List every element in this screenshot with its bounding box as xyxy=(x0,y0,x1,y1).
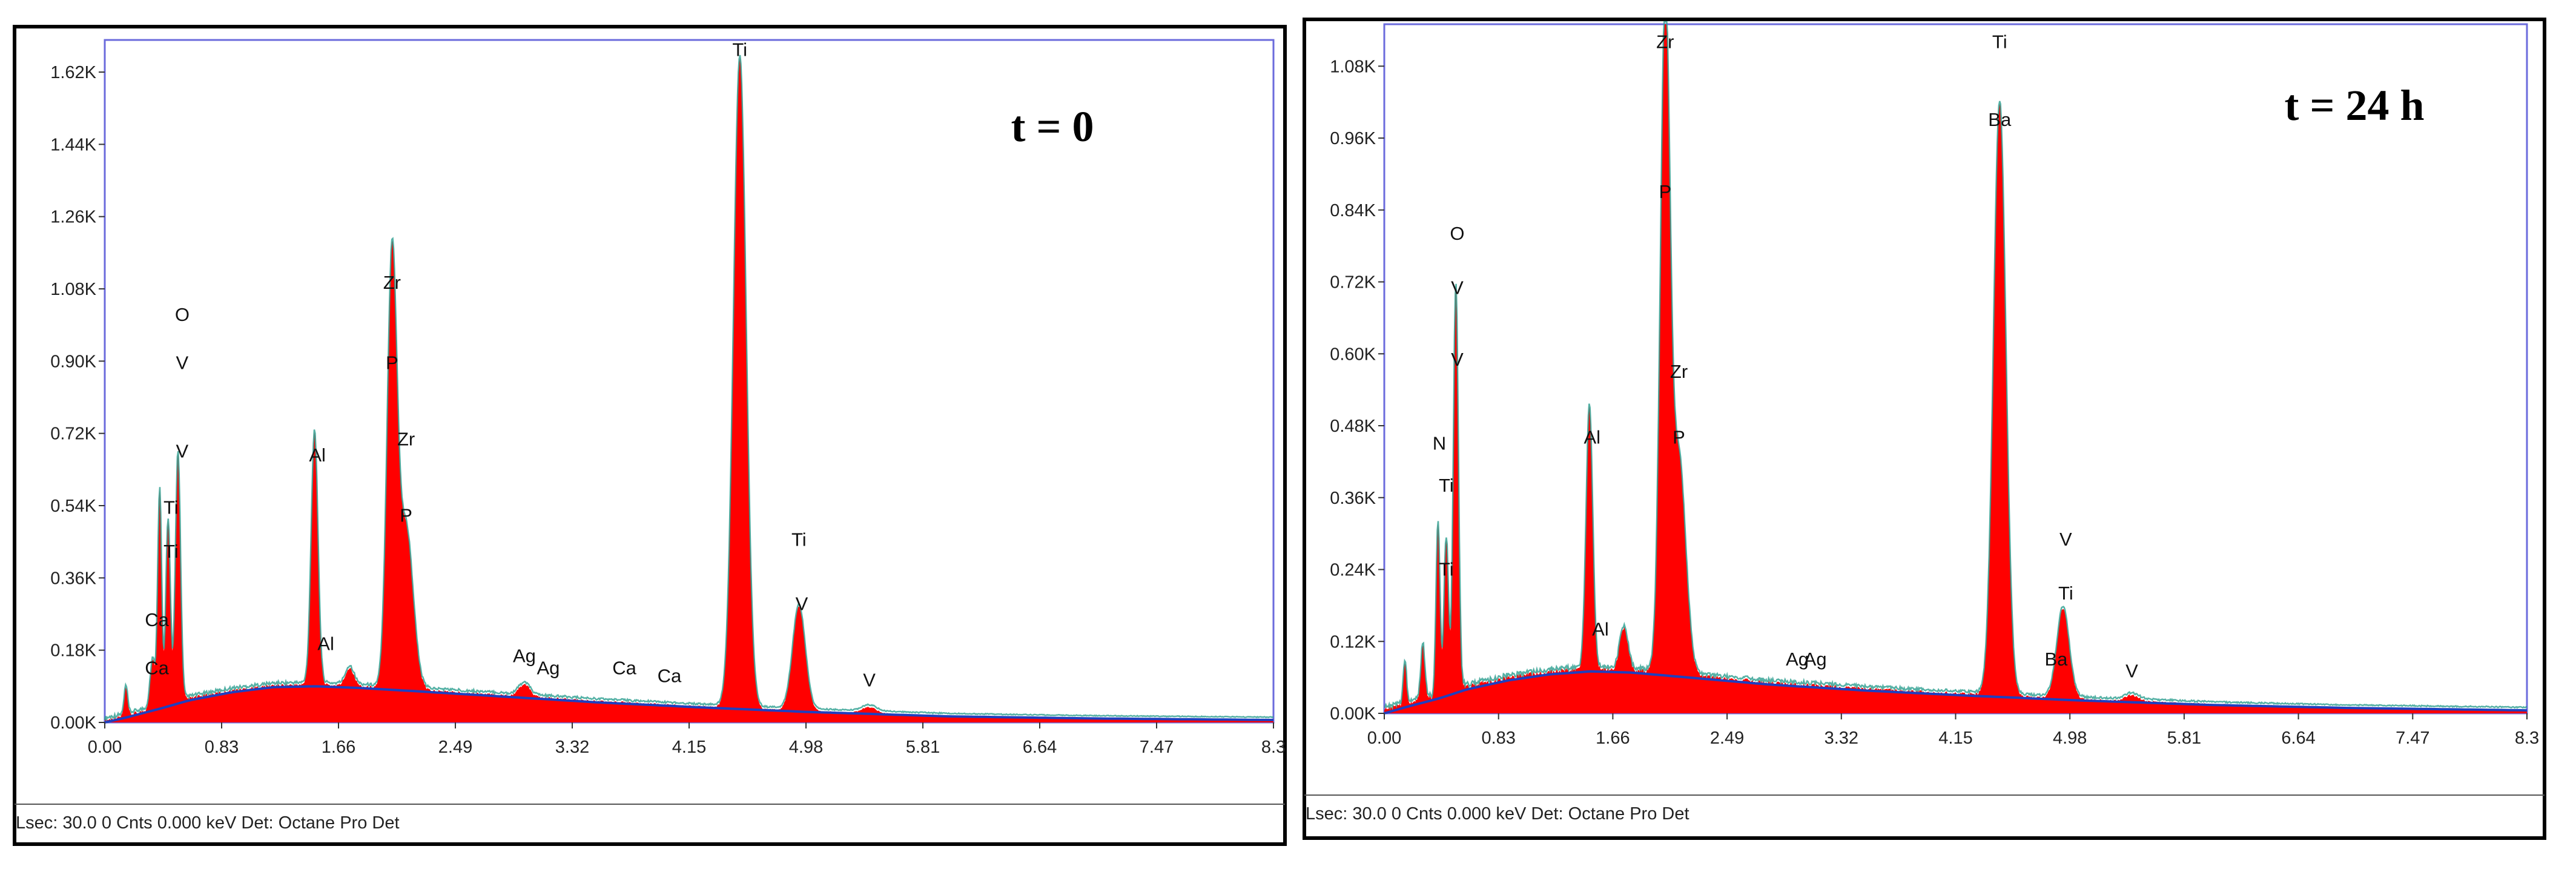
x-tick-label-t0-9: 7.47 xyxy=(1140,738,1174,757)
y-tick-label-t24h-7: 0.84K xyxy=(1330,201,1376,220)
peak-label-t24h-16: V xyxy=(2059,529,2072,550)
x-tick-label-t0-5: 4.15 xyxy=(672,738,706,757)
peak-label-t24h-19: V xyxy=(2125,661,2138,682)
x-tick-label-t24h-10: 8.3 xyxy=(2515,728,2539,748)
peak-label-t24h-9: P xyxy=(1659,181,1671,202)
y-tick-label-t0-6: 1.08K xyxy=(50,280,96,299)
spectrum-envelope-t24h xyxy=(1384,21,2528,711)
y-tick-label-t24h-0: 0.00K xyxy=(1330,704,1376,724)
y-tick-label-t24h-6: 0.72K xyxy=(1330,273,1376,292)
x-tick-label-t0-6: 4.98 xyxy=(789,738,823,757)
background-line-t0 xyxy=(104,685,1274,724)
peak-label-t24h-14: Ti xyxy=(1992,31,2007,53)
peak-label-t24h-12: Ag xyxy=(1786,649,1809,670)
y-tick-label-t0-7: 1.26K xyxy=(50,208,96,227)
eds-spectrum-panel-t0: 0.00K 0.18K 0.36K 0.54K 0.72K 0.90K 1.08K 1.26K… xyxy=(11,23,1289,847)
x-tick-label-t0-3: 2.49 xyxy=(438,738,472,757)
x-tick-label-t24h-8: 6.64 xyxy=(2281,728,2315,748)
eds-spectrum-chart-t24h: 0.00K 0.12K 0.24K 0.36K 0.48K 0.60K 0.72K 0.84K… xyxy=(1303,18,2546,840)
peak-label-t24h-0: O xyxy=(1450,223,1464,244)
peak-label-t0-5: Ca xyxy=(145,609,169,630)
x-tick-label-t24h-1: 0.83 xyxy=(1481,728,1515,748)
x-tick-label-t0-2: 1.66 xyxy=(322,738,355,757)
peak-label-t0-8: Al xyxy=(317,633,334,655)
y-tick-label-t0-9: 1.62K xyxy=(50,63,96,82)
y-tick-label-t24h-8: 0.96K xyxy=(1330,129,1376,148)
peak-label-t0-18: Ti xyxy=(791,529,807,550)
y-tick-label-t24h-9: 1.08K xyxy=(1330,57,1376,76)
x-tick-label-t0-10: 8.3 xyxy=(1261,738,1286,757)
y-tick-label-t24h-5: 0.60K xyxy=(1330,345,1376,364)
y-tick-label-t0-2: 0.36K xyxy=(50,569,96,588)
x-tick-label-t24h-5: 4.15 xyxy=(1938,728,1972,748)
peak-label-t0-1: V xyxy=(176,352,189,374)
x-tick-label-t0-7: 5.81 xyxy=(906,738,940,757)
peak-label-t24h-4: Ti xyxy=(1439,475,1454,496)
panel-frame-t0 xyxy=(13,25,1287,846)
x-tick-label-t0-8: 6.64 xyxy=(1023,738,1057,757)
peak-label-t0-13: Ag xyxy=(513,646,536,667)
x-tick-label-t24h-4: 3.32 xyxy=(1825,728,1858,748)
y-tick-label-t0-4: 0.72K xyxy=(50,424,96,444)
plot-border-t0 xyxy=(104,39,1275,724)
peak-label-t24h-15: Ba xyxy=(1988,109,2012,130)
peak-label-t0-12: P xyxy=(400,505,412,526)
x-tick-label-t24h-0: 0.00 xyxy=(1367,728,1401,748)
y-tick-label-t24h-3: 0.36K xyxy=(1330,489,1376,508)
peak-label-t0-3: Ti xyxy=(163,497,179,518)
peak-label-t0-19: V xyxy=(796,593,808,614)
time-annotation-t24h: t = 24 h xyxy=(2284,81,2424,130)
x-tick-label-t24h-9: 7.47 xyxy=(2396,728,2429,748)
peak-label-t24h-17: Ti xyxy=(2058,583,2073,604)
panel-frame-t24h xyxy=(1303,18,2546,840)
peak-label-t0-20: V xyxy=(863,669,876,690)
eds-spectrum-chart-t0: 0.00K 0.18K 0.36K 0.54K 0.72K 0.90K 1.08K 1.26K… xyxy=(13,25,1287,846)
peak-label-t0-4: Ti xyxy=(163,541,179,562)
y-tick-label-t0-0: 0.00K xyxy=(50,713,96,733)
peak-label-t24h-6: Al xyxy=(1584,427,1601,448)
x-tick-label-t0-1: 0.83 xyxy=(205,738,239,757)
peak-label-t0-9: Zr xyxy=(383,272,401,293)
status-bar-t0: Lsec: 30.0 0 Cnts 0.000 keV Det: Octane … xyxy=(16,813,400,833)
peak-label-t0-14: Ag xyxy=(537,657,560,678)
y-tick-label-t0-1: 0.18K xyxy=(50,641,96,661)
peak-label-t24h-5: Ti xyxy=(1439,558,1454,580)
peak-label-t24h-2: V xyxy=(1451,349,1464,370)
peak-label-t0-0: O xyxy=(175,304,190,325)
eds-spectrum-panel-t24h: 0.00K 0.12K 0.24K 0.36K 0.48K 0.60K 0.72K 0.84K… xyxy=(1301,17,2548,841)
peak-label-t24h-7: Al xyxy=(1592,618,1609,639)
spectrum-envelope-t0 xyxy=(104,54,1274,722)
peak-label-t24h-8: Zr xyxy=(1656,31,1674,53)
x-tick-label-t0-4: 3.32 xyxy=(555,738,589,757)
x-tick-label-t24h-7: 5.81 xyxy=(2167,728,2201,748)
y-tick-label-t24h-1: 0.12K xyxy=(1330,632,1376,652)
x-tick-label-t24h-3: 2.49 xyxy=(1710,728,1744,748)
peak-label-t24h-18: Ba xyxy=(2045,649,2069,670)
y-tick-label-t24h-2: 0.24K xyxy=(1330,561,1376,580)
y-tick-label-t0-8: 1.44K xyxy=(50,135,96,154)
peak-label-t24h-1: V xyxy=(1451,277,1464,298)
y-tick-label-t0-5: 0.90K xyxy=(50,352,96,371)
peak-label-t0-10: P xyxy=(386,352,398,374)
peak-label-t24h-3: N xyxy=(1433,433,1446,454)
peak-label-t0-7: Al xyxy=(309,444,326,466)
status-bar-t24h: Lsec: 30.0 0 Cnts 0.000 keV Det: Octane … xyxy=(1306,804,1689,824)
x-tick-label-t24h-6: 4.98 xyxy=(2053,728,2087,748)
spectrum-fill-t0 xyxy=(105,58,1273,722)
peak-label-t0-6: Ca xyxy=(145,657,169,678)
peak-label-t0-11: Zr xyxy=(397,429,415,450)
background-line-t24h xyxy=(1384,670,2528,715)
peak-label-t0-16: Ca xyxy=(658,666,682,687)
y-tick-label-t24h-4: 0.48K xyxy=(1330,417,1376,436)
peak-label-t0-17: Ti xyxy=(732,39,747,61)
x-tick-label-t24h-2: 1.66 xyxy=(1596,728,1630,748)
peak-label-t0-2: V xyxy=(176,440,189,461)
peak-label-t24h-13: Ag xyxy=(1804,649,1827,670)
peak-label-t24h-10: Zr xyxy=(1670,361,1688,382)
peak-label-t24h-11: P xyxy=(1673,427,1685,448)
x-tick-label-t0-0: 0.00 xyxy=(88,738,122,757)
time-annotation-t0: t = 0 xyxy=(1011,102,1094,151)
y-tick-label-t0-3: 0.54K xyxy=(50,497,96,516)
peak-label-t0-15: Ca xyxy=(612,657,636,678)
